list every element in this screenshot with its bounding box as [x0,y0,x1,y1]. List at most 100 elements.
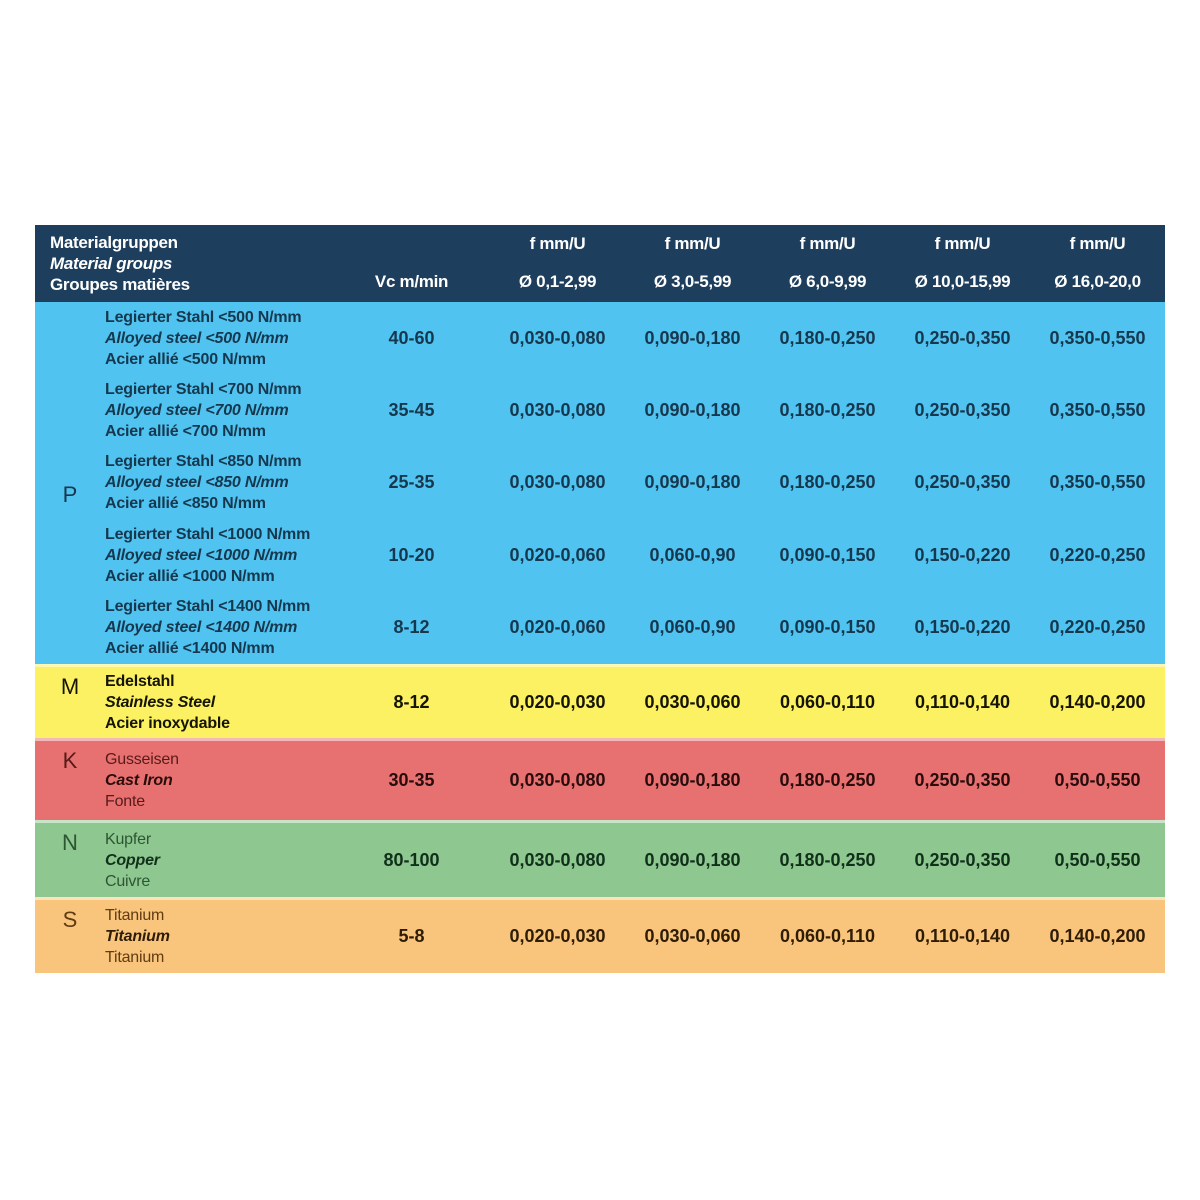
feed-value: 0,110-0,140 [914,926,1011,946]
material-name-fr: Acier allié <850 N/mm [105,495,266,513]
header-f-col-3: f mm/U Ø 6,0-9,99 [760,225,895,302]
feed-value: 0,030-0,060 [644,692,741,712]
vc-value: 8-12 [393,617,430,638]
feed-value: 0,250-0,350 [914,849,1011,870]
group-letter-cell: N [35,823,105,897]
feed-value: 0,020-0,060 [509,544,606,565]
feed-value: 0,090-0,150 [779,544,876,565]
feed-value: 0,060-0,110 [779,692,876,712]
table-row: Legierter Stahl <1000 N/mm Alloyed steel… [105,519,1165,591]
band-s-titanium: S Titanium Titanium Titanium 5-8 0,020-0… [35,897,1165,973]
material-name-fr: Acier inoxydable [105,715,230,732]
group-letter-cell: S [35,900,105,973]
feed-value: 0,020-0,060 [509,617,606,638]
material-name-de: Edelstahl [105,673,175,690]
material-names: Gusseisen Cast Iron Fonte [105,741,355,820]
feed-value: 0,030-0,080 [509,849,606,870]
band-n-copper: N Kupfer Copper Cuivre 80-100 0,030-0,08… [35,820,1165,897]
feed-value: 0,250-0,350 [914,400,1011,421]
f-diameter-label: Ø 3,0-5,99 [653,272,732,291]
header-title-fr: Groupes matières [50,275,190,294]
feed-value: 0,030-0,080 [509,770,606,790]
cutting-data-table: Materialgruppen Material groups Groupes … [35,225,1165,973]
material-names: Legierter Stahl <500 N/mm Alloyed steel … [105,302,355,374]
feed-value: 0,060-0,90 [649,617,736,638]
material-name-de: Titanium [105,907,165,924]
material-name-en: Copper [105,851,160,869]
header-material-groups: Materialgruppen Material groups Groupes … [35,225,355,302]
table-row: Legierter Stahl <850 N/mm Alloyed steel … [105,447,1165,519]
feed-value: 0,150-0,220 [914,544,1011,565]
feed-value: 0,350-0,550 [1049,472,1146,493]
group-letter-s: S [62,907,78,932]
band-n-rows: Kupfer Copper Cuivre 80-100 0,030-0,080 … [105,823,1165,897]
material-names: Titanium Titanium Titanium [105,900,355,973]
f-diameter-label: Ø 0,1-2,99 [518,272,597,291]
material-names: Edelstahl Stainless Steel Acier inoxydab… [105,667,355,738]
material-name-de: Legierter Stahl <500 N/mm [105,308,302,326]
band-p-steel: P Legierter Stahl <500 N/mm Alloyed stee… [35,302,1165,664]
feed-value: 0,090-0,180 [644,770,741,790]
feed-value: 0,180-0,250 [779,472,876,493]
header-f-col-2: f mm/U Ø 3,0-5,99 [625,225,760,302]
f-diameter-label: Ø 10,0-15,99 [914,272,1011,291]
feed-value: 0,180-0,250 [779,849,876,870]
group-letter-p: P [62,482,78,507]
material-name-de: Legierter Stahl <700 N/mm [105,381,302,399]
band-m-stainless: M Edelstahl Stainless Steel Acier inoxyd… [35,664,1165,738]
feed-value: 0,110-0,140 [914,692,1011,712]
vc-value: 10-20 [388,544,435,565]
material-name-en: Alloyed steel <850 N/mm [105,474,289,492]
feed-value: 0,220-0,250 [1049,544,1146,565]
table-row: Legierter Stahl <700 N/mm Alloyed steel … [105,374,1165,446]
feed-value: 0,150-0,220 [914,617,1011,638]
material-name-de: Legierter Stahl <1400 N/mm [105,598,311,616]
f-diameter-label: Ø 16,0-20,0 [1054,272,1141,291]
feed-value: 0,090-0,150 [779,617,876,638]
material-name-de: Legierter Stahl <850 N/mm [105,453,302,471]
group-letter-cell: P [35,302,105,664]
header-f-col-1: f mm/U Ø 0,1-2,99 [490,225,625,302]
f-unit-label: f mm/U [664,234,721,253]
feed-value: 0,350-0,550 [1049,400,1146,421]
material-name-en: Titanium [105,928,170,945]
material-names: Legierter Stahl <700 N/mm Alloyed steel … [105,374,355,446]
feed-value: 0,090-0,180 [644,400,741,421]
material-name-fr: Acier allié <700 N/mm [105,423,266,441]
material-name-fr: Acier allié <1400 N/mm [105,640,275,658]
table-row: Titanium Titanium Titanium 5-8 0,020-0,0… [105,900,1165,973]
material-names: Legierter Stahl <1000 N/mm Alloyed steel… [105,519,355,591]
feed-value: 0,250-0,350 [914,770,1011,790]
material-name-fr: Acier allié <500 N/mm [105,350,266,368]
group-letter-n: N [62,830,78,855]
feed-value: 0,090-0,180 [644,327,741,348]
table-row: Legierter Stahl <500 N/mm Alloyed steel … [105,302,1165,374]
table-row: Legierter Stahl <1400 N/mm Alloyed steel… [105,592,1165,664]
feed-value: 0,020-0,030 [509,926,606,946]
feed-value: 0,030-0,080 [509,472,606,493]
feed-value: 0,030-0,080 [509,400,606,421]
feed-value: 0,220-0,250 [1049,617,1146,638]
material-names: Legierter Stahl <850 N/mm Alloyed steel … [105,447,355,519]
vc-value: 35-45 [388,400,435,421]
material-name-en: Cast Iron [105,772,173,789]
feed-value: 0,250-0,350 [914,327,1011,348]
feed-value: 0,250-0,350 [914,472,1011,493]
table-row: Edelstahl Stainless Steel Acier inoxydab… [105,667,1165,738]
f-unit-label: f mm/U [529,234,586,253]
header-f-col-4: f mm/U Ø 10,0-15,99 [895,225,1030,302]
f-unit-label: f mm/U [934,234,991,253]
feed-value: 0,030-0,060 [644,926,741,946]
feed-value: 0,020-0,030 [509,692,606,712]
material-name-de: Gusseisen [105,751,179,768]
table-row: Gusseisen Cast Iron Fonte 30-35 0,030-0,… [105,741,1165,820]
material-names: Legierter Stahl <1400 N/mm Alloyed steel… [105,592,355,664]
group-letter-cell: M [35,667,105,738]
material-name-fr: Cuivre [105,872,151,890]
feed-value: 0,140-0,200 [1049,926,1146,946]
feed-value: 0,090-0,180 [644,849,741,870]
band-k-rows: Gusseisen Cast Iron Fonte 30-35 0,030-0,… [105,741,1165,820]
group-letter-cell: K [35,741,105,820]
feed-value: 0,180-0,250 [779,327,876,348]
